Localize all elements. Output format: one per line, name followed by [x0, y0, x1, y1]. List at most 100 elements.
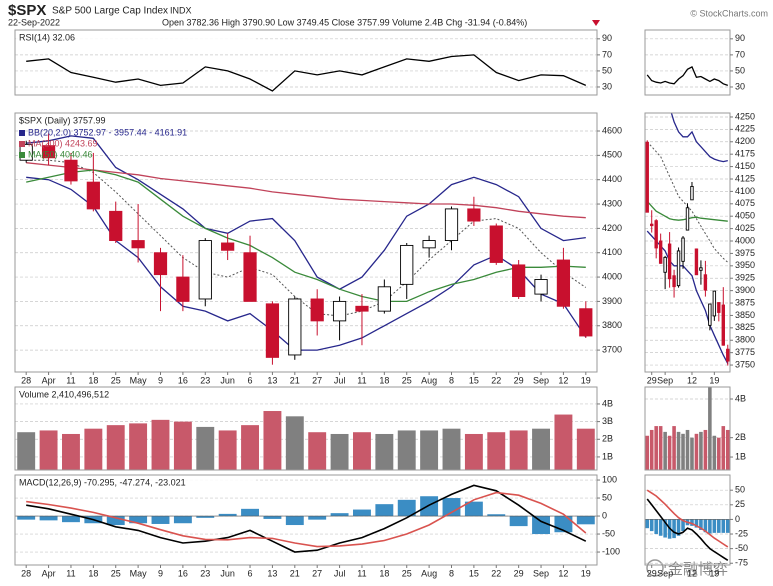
volume-bar [725, 429, 730, 470]
x-tick-label: 28 [21, 375, 31, 385]
volume-bar [685, 429, 690, 470]
volume-bar [703, 429, 708, 470]
x-tick-label: 13 [267, 375, 277, 385]
y-tick-label: 2B [602, 434, 613, 444]
candle-body [645, 141, 649, 213]
x-tick-label: 19 [581, 568, 591, 578]
histogram-bar [173, 516, 192, 524]
volume-bar [667, 435, 672, 470]
y-tick-label: 4300 [602, 198, 622, 208]
y-tick-label: 3850 [735, 310, 755, 320]
candle-body [712, 290, 717, 317]
legend-swatch [19, 130, 25, 136]
candle-body [672, 275, 676, 288]
title-bg [16, 115, 256, 126]
panel-frame [644, 29, 731, 96]
change-arrow [592, 20, 600, 26]
x-tick-label: 29 [647, 568, 657, 578]
x-tick-label: May [130, 568, 148, 578]
volume-bar [717, 437, 721, 470]
histogram-bar [17, 516, 36, 520]
x-tick-label: 19 [581, 375, 591, 385]
histogram-bar [420, 496, 439, 517]
legend-swatch [19, 141, 25, 147]
y-tick-label: 0 [602, 510, 607, 520]
volume-bar [353, 432, 371, 470]
y-tick-label: 50 [735, 485, 745, 495]
volume-bar [241, 425, 259, 470]
histogram-bar [681, 519, 685, 532]
candle-body [726, 348, 730, 362]
x-tick-label: 22 [491, 375, 501, 385]
histogram-bar [196, 516, 215, 518]
x-tick-label: 15 [469, 568, 479, 578]
y-tick-label: 4B [602, 398, 613, 408]
candle-body [717, 302, 721, 313]
candle-body [221, 242, 235, 251]
exchange: INDX [170, 5, 192, 15]
x-tick-label: 29 [514, 568, 524, 578]
candle-body [86, 181, 100, 210]
volume-bar [487, 432, 506, 470]
title-bg [16, 477, 256, 488]
histogram-bar [676, 519, 681, 536]
volume-bar [690, 437, 694, 470]
y-tick-label: -25 [735, 528, 748, 538]
y-tick-label: 4225 [735, 124, 755, 134]
x-tick-label: 29 [647, 375, 657, 385]
volume-bar [420, 430, 439, 470]
y-tick-label: 4200 [735, 136, 755, 146]
x-tick-label: Jul [334, 375, 346, 385]
y-tick-label: 4000 [602, 271, 622, 281]
panel-frame [644, 474, 731, 566]
volume-bar [554, 414, 573, 470]
histogram-bar [39, 516, 58, 521]
x-tick-label: 8 [449, 375, 454, 385]
volume-bar [712, 435, 717, 470]
x-tick-label: 12 [558, 568, 568, 578]
rsi-line [646, 65, 729, 87]
x-tick-label: 18 [88, 568, 98, 578]
x-tick-label: 27 [312, 375, 322, 385]
x-tick-label: Jun [220, 568, 235, 578]
candle-body [534, 279, 548, 295]
moving-average [26, 162, 586, 219]
candle-body [176, 276, 190, 302]
y-tick-label: 3800 [735, 335, 755, 345]
y-tick-label: 4100 [735, 186, 755, 196]
y-tick-label: 4050 [735, 211, 755, 221]
y-tick-label: 25 [735, 499, 745, 509]
histogram-bar [725, 519, 730, 533]
histogram-bar [690, 519, 694, 526]
candle-body [663, 256, 667, 273]
candle-body [64, 159, 78, 182]
x-tick-label: 11 [66, 375, 75, 385]
histogram-bar [106, 516, 125, 526]
histogram-bar [708, 519, 712, 534]
y-tick-label: 50 [602, 65, 612, 75]
volume-bar [672, 426, 676, 470]
histogram-bar [218, 513, 237, 517]
indicator-line [646, 489, 729, 548]
y-tick-label: 70 [602, 49, 612, 59]
candle-body [444, 208, 459, 242]
y-tick-label: 50 [735, 65, 745, 75]
volume-bar [708, 387, 712, 470]
candle-body [41, 145, 56, 159]
candle-body [654, 220, 658, 249]
volume-bar [576, 428, 595, 470]
y-tick-label: 4B [735, 393, 746, 403]
x-tick-label: Jun [220, 375, 235, 385]
y-tick-label: 3700 [602, 344, 622, 354]
x-tick-label: Sep [657, 568, 673, 578]
x-tick-label: 29 [514, 375, 524, 385]
x-tick-label: Apr [42, 568, 56, 578]
histogram-bar [699, 519, 703, 530]
y-tick-label: 4075 [735, 198, 755, 208]
x-tick-label: May [130, 375, 148, 385]
volume-bar [218, 430, 237, 470]
x-tick-label: 25 [402, 568, 412, 578]
candle-body [310, 298, 324, 322]
x-tick-label: 16 [178, 375, 188, 385]
